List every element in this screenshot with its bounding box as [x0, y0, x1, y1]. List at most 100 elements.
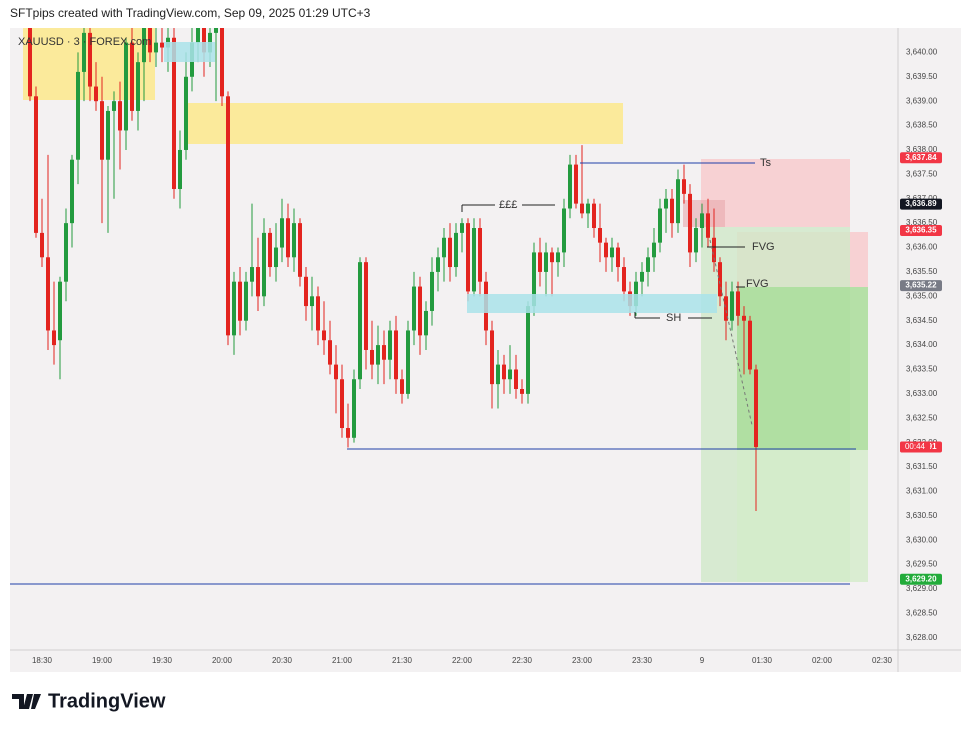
y-tick-label: 3,633.50	[906, 365, 938, 374]
candle-body	[724, 296, 728, 321]
y-tick-label: 3,635.00	[906, 291, 938, 300]
candle-body	[502, 364, 506, 380]
candle-body	[508, 369, 512, 380]
candle-body	[616, 247, 620, 268]
candle-body	[592, 203, 596, 229]
annotation: FVG	[752, 241, 775, 253]
candle-body	[496, 364, 500, 385]
candle-body	[532, 252, 536, 307]
y-tick-label: 3,638.00	[906, 145, 938, 154]
y-tick-label: 3,637.50	[906, 169, 938, 178]
candle-body	[154, 42, 158, 53]
candle-body	[46, 257, 50, 331]
zone-green	[737, 450, 868, 582]
price-label-box	[900, 280, 942, 292]
candle-body	[412, 286, 416, 331]
brand-logo: TradingView	[12, 690, 166, 712]
candle-body	[238, 281, 242, 321]
candle-body	[544, 252, 548, 272]
y-tick-label: 3,631.50	[906, 462, 938, 471]
x-tick-label: 02:00	[812, 656, 833, 665]
candles	[28, 28, 758, 511]
x-tick-label: 20:00	[212, 656, 233, 665]
candle-body	[142, 28, 146, 63]
x-tick-label: 21:00	[332, 656, 353, 665]
zone-cyan	[467, 294, 717, 313]
candle-body	[334, 364, 338, 380]
candle-body	[424, 310, 428, 336]
price-label: 3,636.89	[905, 199, 937, 208]
candle-body	[676, 179, 680, 224]
zone-green	[737, 287, 868, 450]
x-tick-label: 19:00	[92, 656, 113, 665]
candle-body	[178, 149, 182, 189]
price-label: 3,629.20	[905, 574, 937, 583]
candle-body	[358, 262, 362, 380]
candle-body	[406, 330, 410, 394]
x-tick-label: 20:30	[272, 656, 293, 665]
countdown-box	[900, 441, 930, 453]
drawings-front: Ts FVG FVG £££ SH	[10, 42, 856, 585]
candle-body	[430, 271, 434, 311]
candle-body	[736, 291, 740, 316]
candle-body	[34, 96, 38, 233]
candle-body	[286, 218, 290, 258]
annotation: FVG	[746, 278, 769, 290]
candle-body	[352, 379, 356, 438]
candle-body	[148, 28, 152, 53]
candle-body	[388, 330, 392, 360]
candle-body	[82, 32, 86, 72]
y-tick-label: 3,635.50	[906, 267, 938, 276]
candle-body	[436, 257, 440, 272]
candle-body	[160, 42, 164, 48]
candle-body	[604, 242, 608, 258]
candle-body	[130, 42, 134, 111]
candle-body	[574, 164, 578, 204]
y-tick-label: 3,638.50	[906, 121, 938, 130]
x-tick-label: 23:30	[632, 656, 653, 665]
candle-body	[538, 252, 542, 272]
y-tick-label: 3,634.50	[906, 316, 938, 325]
candle-body	[454, 232, 458, 268]
candle-body	[712, 237, 716, 263]
candle-body	[70, 159, 74, 224]
x-tick-label: 22:30	[512, 656, 533, 665]
symbol-legend: XAUUSD · 3 · FOREX.com	[18, 36, 151, 48]
y-tick-label: 3,628.00	[906, 633, 938, 642]
x-tick-label: 01:30	[752, 656, 773, 665]
candle-body	[100, 101, 104, 160]
annotation: Ts	[760, 157, 772, 169]
price-label-box	[900, 152, 942, 164]
candle-body	[112, 101, 116, 111]
x-tick-label: 9	[700, 656, 705, 665]
zone-yellow	[185, 103, 623, 144]
candle-body	[40, 232, 44, 258]
candle-body	[682, 179, 686, 194]
price-label-box	[900, 573, 942, 585]
candle-body	[460, 223, 464, 233]
candle-body	[730, 291, 734, 321]
candle-body	[700, 213, 704, 229]
candle-body	[268, 232, 272, 268]
candle-body	[340, 379, 344, 429]
candle-body	[298, 223, 302, 277]
candle-body	[220, 28, 224, 97]
candle-body	[742, 315, 746, 321]
candle-body	[226, 96, 230, 336]
y-tick-label: 3,632.50	[906, 413, 938, 422]
candle-body	[316, 296, 320, 331]
annotation: £££	[499, 199, 517, 211]
candle-body	[328, 340, 332, 365]
candle-body	[706, 213, 710, 238]
candle-body	[94, 86, 98, 102]
candle-body	[184, 76, 188, 150]
candle-body	[556, 252, 560, 263]
candle-body	[244, 281, 248, 321]
candle-body	[448, 237, 452, 268]
y-tick-label: 3,633.00	[906, 389, 938, 398]
candle-body	[76, 71, 80, 160]
candle-body	[52, 330, 56, 346]
candle-body	[202, 28, 206, 53]
candle-body	[580, 203, 584, 214]
